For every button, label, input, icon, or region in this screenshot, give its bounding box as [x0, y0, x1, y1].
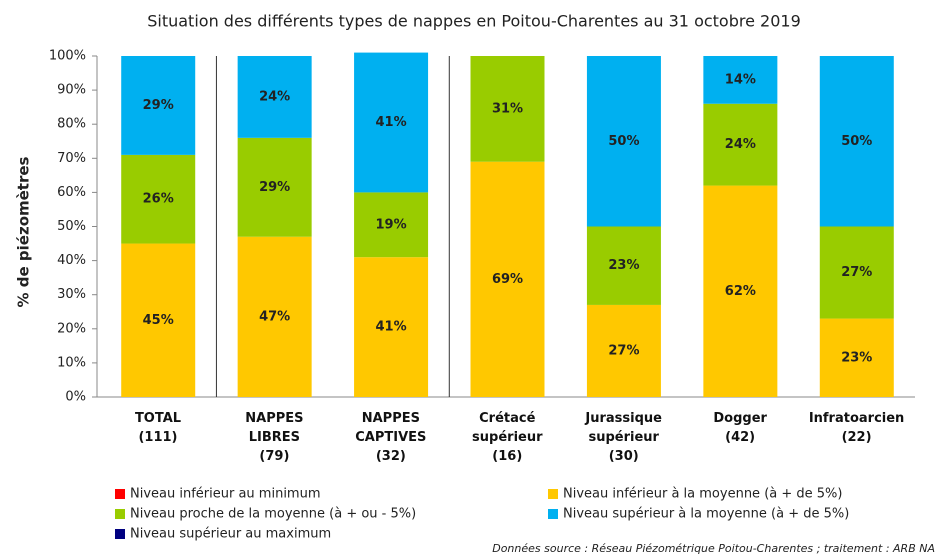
legend-label: Niveau inférieur à la moyenne (à + de 5%… [563, 487, 842, 502]
bar-segment [237, 236, 312, 397]
bar-segment [703, 103, 778, 186]
x-tick-label: NAPPES CAPTIVES (32) [355, 411, 427, 464]
value-label: 24% [259, 89, 290, 104]
value-label: 47% [259, 309, 290, 324]
value-label: 41% [376, 320, 407, 335]
legend-label: Niveau supérieur à la moyenne (à + de 5%… [563, 507, 849, 522]
x-tick-label: TOTAL (111) [134, 411, 182, 445]
y-tick-label: 20% [57, 321, 86, 336]
bar-segment [237, 137, 312, 237]
x-tick-label: Infratoarcien (22) [808, 411, 905, 445]
chart-title: Situation des différents types de nappes… [147, 12, 801, 31]
bar-segment [819, 56, 894, 227]
y-tick-label: 70% [57, 151, 86, 166]
y-tick-label: 90% [57, 83, 86, 98]
bar-segment [121, 56, 196, 155]
x-tick-label: Crétacé supérieur (16) [472, 411, 543, 464]
value-label: 29% [143, 98, 174, 113]
value-label: 14% [725, 72, 756, 87]
y-tick-label: 50% [57, 219, 86, 234]
y-tick-label: 80% [57, 117, 86, 132]
value-label: 23% [608, 258, 639, 273]
x-tick-label: Jurassique supérieur (30) [585, 411, 662, 464]
bar-segment [586, 304, 661, 397]
legend-swatch [548, 489, 558, 499]
y-tick-label: 10% [57, 355, 86, 370]
value-label: 26% [143, 192, 174, 207]
bar-segment [121, 243, 196, 397]
x-tick-label: Dogger (42) [713, 411, 767, 445]
bar-segment [354, 192, 429, 258]
bar-segment [237, 56, 312, 138]
y-tick-label: 30% [57, 287, 86, 302]
bar-segment [470, 161, 545, 397]
legend-swatch [548, 509, 558, 519]
legend-swatch [115, 489, 125, 499]
value-label: 23% [841, 350, 872, 365]
bar-segment [586, 226, 661, 305]
y-tick-label: 60% [57, 185, 86, 200]
value-label: 24% [725, 137, 756, 152]
value-label: 27% [841, 265, 872, 280]
bar-segment [354, 52, 429, 193]
legend-label: Niveau proche de la moyenne (à + ou - 5%… [130, 507, 416, 522]
legend-swatch [115, 509, 125, 519]
y-tick-label: 0% [65, 390, 86, 405]
bar-segment [819, 318, 894, 397]
bar-segment [703, 185, 778, 397]
legend-swatch [115, 529, 125, 539]
bar-segment [470, 56, 545, 162]
bar-segment [819, 226, 894, 319]
legend-label: Niveau supérieur au maximum [130, 527, 331, 542]
value-label: 41% [376, 115, 407, 130]
value-label: 29% [259, 180, 290, 195]
bar-segment [354, 257, 429, 397]
bar-segment [121, 154, 196, 244]
value-label: 69% [492, 272, 523, 287]
y-tick-label: 100% [49, 49, 86, 64]
value-label: 50% [841, 134, 872, 149]
value-label: 19% [376, 217, 407, 232]
y-axis-label: % de piézomètres [15, 156, 33, 307]
bar-segment [586, 56, 661, 227]
source: Données source : Réseau Piézométrique Po… [492, 542, 935, 555]
legend-label: Niveau inférieur au minimum [130, 487, 321, 502]
value-label: 31% [492, 101, 523, 116]
x-tick-label: NAPPES LIBRES (79) [245, 411, 304, 464]
value-label: 50% [608, 134, 639, 149]
y-tick-label: 40% [57, 253, 86, 268]
value-label: 62% [725, 284, 756, 299]
value-label: 27% [608, 343, 639, 358]
bar-segment [703, 56, 778, 104]
value-label: 45% [143, 313, 174, 328]
